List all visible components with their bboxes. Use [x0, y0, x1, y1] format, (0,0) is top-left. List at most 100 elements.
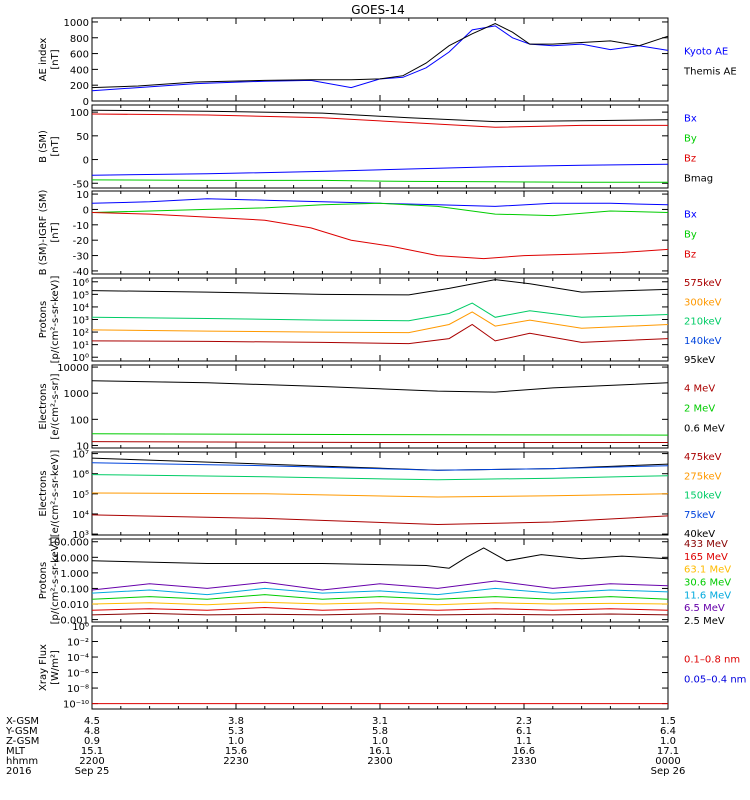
- time-row-label: X-GSM: [6, 716, 39, 727]
- time-tick-value: 15.1: [81, 746, 103, 757]
- y-tick-label: 10⁶: [72, 278, 89, 289]
- y-axis-label: [W/m²]: [50, 650, 61, 685]
- y-axis-label: Protons: [38, 562, 49, 599]
- y-axis-label: [nT]: [50, 49, 61, 69]
- legend-entry: 300keV: [684, 297, 722, 308]
- y-tick-label: 10.000: [54, 553, 89, 564]
- y-tick-label: 600: [70, 50, 89, 61]
- legend-entry: 0.1–0.8 nm: [684, 655, 740, 666]
- y-tick-label: 10⁶: [72, 470, 89, 481]
- series-210kev: [91, 302, 669, 322]
- y-axis-label: [nT]: [50, 222, 61, 242]
- time-tick-value: 3.1: [372, 716, 388, 727]
- time-tick-value: 1.1: [516, 736, 532, 747]
- legend-entry: 75keV: [684, 510, 715, 521]
- y-tick-label: 1000: [64, 389, 89, 400]
- panel-2: 100 50 0 -50 B (SM) [nT] Bx By Bz Bmag: [38, 104, 713, 190]
- legend-entry: Bx: [684, 114, 697, 125]
- legend-entry: By: [684, 134, 697, 145]
- y-tick-label: 10¹: [72, 341, 89, 352]
- time-tick-value: 2230: [223, 756, 248, 767]
- y-tick-label: 0: [83, 205, 89, 216]
- time-tick-value: 2300: [367, 756, 392, 767]
- series-150kev: [91, 474, 669, 481]
- y-tick-label: 100: [70, 415, 89, 426]
- panel-7: 100.000 10.000 1.000 0.100 0.010 0.001 Protons…: [38, 537, 731, 627]
- legend-entry: Kyoto AE: [684, 47, 728, 58]
- y-axis-label: [nT]: [50, 136, 61, 156]
- legend-entry: 2.5 MeV: [684, 616, 725, 627]
- time-tick-value: 0000: [655, 756, 680, 767]
- legend-entry: 475keV: [684, 452, 722, 463]
- time-tick-value: Sep 25: [75, 766, 110, 777]
- y-tick-label: 10⁷: [72, 450, 89, 461]
- time-tick-value: 16.6: [513, 746, 535, 757]
- legend-entry: By: [684, 230, 697, 241]
- series-bmag: [91, 109, 669, 123]
- y-tick-label: 0.001: [60, 616, 89, 627]
- time-row-label: 2016: [6, 766, 31, 777]
- panel-8: 10⁰ 10⁻² 10⁻⁴ 10⁻⁶ 10⁻⁸ 10⁻¹⁰ Xray Flux [W/m²] 0…: [38, 622, 746, 711]
- series-bz: [91, 113, 668, 128]
- legend-entry: 63.1 MeV: [684, 565, 731, 576]
- legend-entry: 150keV: [684, 491, 722, 502]
- y-axis-label: B (SM): [38, 130, 49, 163]
- series-6-5-mev: [91, 580, 669, 591]
- y-tick-label: 1.000: [60, 569, 89, 580]
- legend-entry: 6.5 MeV: [684, 603, 725, 614]
- y-tick-label: 10³: [72, 316, 89, 327]
- legend-entry: 0.6 MeV: [684, 424, 725, 435]
- y-tick-label: 10000: [57, 363, 89, 374]
- y-tick-label: 10⁻⁶: [67, 669, 89, 680]
- legend-entry: 4 MeV: [684, 384, 715, 395]
- time-tick-value: 6.1: [516, 726, 532, 737]
- series-11-6-mev: [91, 587, 669, 596]
- y-tick-label: 800: [70, 34, 89, 45]
- panel-frame: [91, 277, 669, 362]
- time-tick-value: 16.1: [369, 746, 391, 757]
- time-tick-value: 5.8: [372, 726, 388, 737]
- time-tick-value: 6.4: [660, 726, 676, 737]
- legend-entry: Bmag: [684, 174, 713, 185]
- y-tick-label: 10⁵: [72, 290, 89, 301]
- legend-entry: 575keV: [684, 278, 722, 289]
- panel-1: 1000 800 600 400 200 0 AE index [nT] Kyoto AE The…: [38, 17, 737, 108]
- time-tick-value: 15.6: [225, 746, 247, 757]
- y-tick-label: 200: [70, 81, 89, 92]
- y-tick-label: 100: [70, 108, 89, 119]
- y-axis-label: Electrons: [38, 470, 49, 516]
- series-kyoto-ae: [91, 25, 669, 92]
- time-row-label: MLT: [6, 746, 26, 757]
- figure-title: GOES-14: [351, 3, 405, 17]
- y-tick-label: -20: [73, 236, 89, 247]
- time-tick-value: Sep 26: [651, 766, 686, 777]
- legend-entry: Themis AE: [683, 67, 737, 78]
- legend-entry: 30.6 MeV: [684, 578, 731, 589]
- series-95kev: [91, 279, 669, 296]
- series-165-mev: [91, 606, 669, 611]
- y-tick-label: 0.010: [60, 600, 89, 611]
- series-bz: [91, 212, 669, 260]
- time-row-label: Z-GSM: [6, 736, 39, 747]
- y-axis-label: [e/(cm²-s-sr-keV)]: [50, 450, 61, 538]
- time-tick-value: 4.5: [84, 716, 100, 727]
- panel-frame: [91, 364, 669, 449]
- y-tick-label: -40: [73, 267, 89, 278]
- y-tick-label: 50: [76, 132, 89, 143]
- series-63-1-mev: [91, 601, 669, 606]
- series-bx: [91, 163, 669, 176]
- y-tick-label: 400: [70, 65, 89, 76]
- y-tick-label: 0.100: [60, 584, 89, 595]
- series-by: [91, 202, 669, 217]
- y-axis-label: B (SM)-IGRF (SM): [38, 190, 49, 276]
- legend-entry: 165 MeV: [684, 552, 728, 563]
- legend-entry: Bx: [684, 210, 697, 221]
- legend-entry: 0.05–0.4 nm: [684, 675, 746, 686]
- y-tick-label: 0: [83, 156, 89, 167]
- y-tick-label: 10⁻⁴: [67, 653, 89, 664]
- legend-entry: 210keV: [684, 317, 722, 328]
- time-tick-value: 1.5: [660, 716, 676, 727]
